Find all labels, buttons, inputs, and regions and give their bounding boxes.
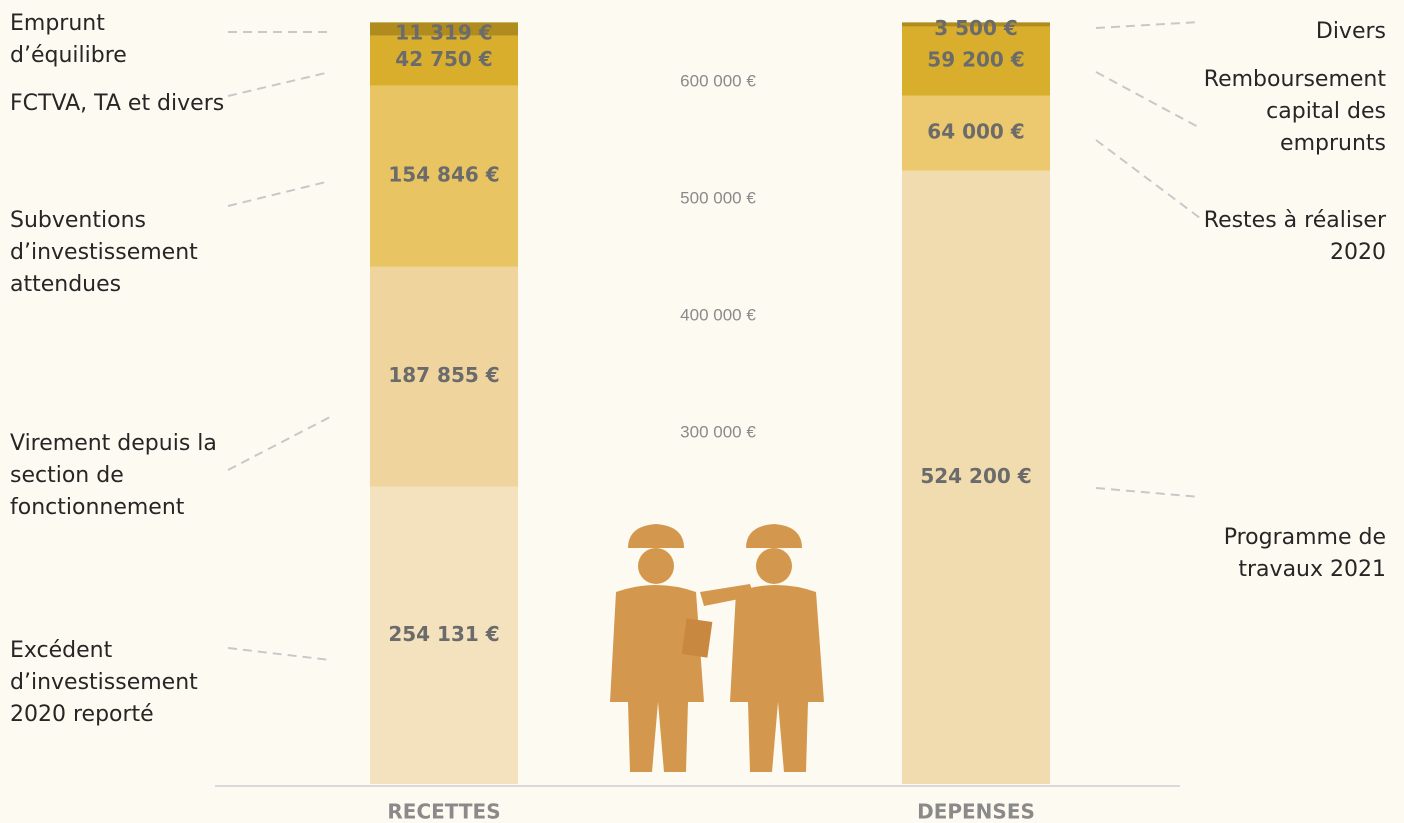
y-tick-label: 500 000 € (680, 188, 756, 207)
y-tick-label: 300 000 € (680, 422, 756, 441)
value-label: 59 200 € (927, 48, 1024, 72)
leader-line (228, 648, 330, 660)
page: html, body { margin: 0; padding: 0; back… (0, 0, 1404, 823)
y-tick-label: 400 000 € (680, 305, 756, 324)
workers-illustration (610, 524, 824, 772)
value-label: 3 500 € (934, 16, 1018, 40)
legend-label: Excédent d’investissement 2020 reporté (10, 635, 225, 731)
clipboard (682, 618, 713, 657)
value-label: 187 855 € (388, 363, 499, 387)
value-label: 64 000 € (927, 120, 1024, 144)
value-label: 254 131 € (388, 622, 499, 646)
leader-line (1096, 488, 1200, 497)
value-label: 11 319 € (395, 20, 492, 44)
y-tick-label: 600 000 € (680, 71, 756, 90)
legend-label: Divers (1181, 16, 1386, 48)
legend-label: Restes à réaliser 2020 (1181, 205, 1386, 269)
legend-label: Subventions d’investissement attendues (10, 205, 225, 301)
legend-label: FCTVA, TA et divers (10, 88, 225, 120)
leader-line (228, 72, 330, 96)
worker-body (610, 585, 704, 772)
helmet (628, 524, 684, 548)
legend-label: Virement depuis la section de fonctionne… (10, 428, 225, 524)
leader-line (228, 181, 330, 206)
legend-label: Programme de travaux 2021 (1181, 522, 1386, 586)
head (638, 548, 674, 584)
helmet (746, 524, 802, 548)
value-label: 524 200 € (920, 464, 1031, 488)
x-tick-label: DEPENSES (917, 800, 1035, 823)
legend-label: Emprunt d’équilibre (10, 8, 225, 72)
body: {"chart_data": {"type": "bar", "stacked"… (0, 0, 1404, 823)
worker-body (730, 585, 824, 772)
x-tick-label: RECETTES (387, 800, 500, 823)
legend-label: Remboursement capital des emprunts (1181, 64, 1386, 160)
head (756, 548, 792, 584)
value-label: 154 846 € (388, 163, 499, 187)
leader-line (228, 417, 330, 470)
value-label: 42 750 € (395, 47, 492, 71)
chart-container: 300 000 € 400 000 € 500 000 € 600 000 € 254 … (0, 0, 1404, 823)
